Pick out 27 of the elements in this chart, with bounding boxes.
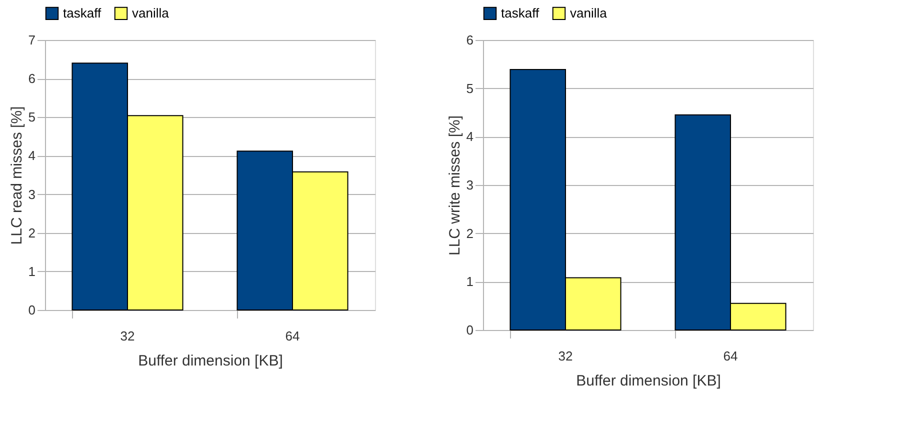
y-axis-title: LLC write misses [%] xyxy=(446,115,464,256)
y-tick-label: 5 xyxy=(28,110,36,125)
y-tick-label: 2 xyxy=(28,225,36,240)
y-tick-label: 6 xyxy=(28,71,36,86)
legend-label: taskaff xyxy=(63,5,102,20)
x-tick-label: 64 xyxy=(723,348,738,364)
y-tick-label: 6 xyxy=(466,32,474,48)
x-tick-label: 32 xyxy=(558,348,573,364)
y-tick-label: 4 xyxy=(466,129,474,144)
y-tick-label: 3 xyxy=(466,178,474,192)
y-tick-label: 1 xyxy=(28,264,36,279)
legend-label: taskaff xyxy=(501,5,540,20)
y-tick-label: 4 xyxy=(28,148,36,164)
y-tick-label: 5 xyxy=(466,80,474,96)
y-tick-label: 2 xyxy=(466,226,474,241)
y-axis-title: LLC read misses [%] xyxy=(8,106,26,245)
y-tick-label: 7 xyxy=(28,32,36,48)
y-tick-label: 0 xyxy=(466,322,474,338)
y-tick-label: 0 xyxy=(28,302,36,318)
x-axis-title: Buffer dimension [KB] xyxy=(138,352,283,370)
y-tick-label: 3 xyxy=(28,186,36,202)
x-tick-label: 64 xyxy=(285,328,300,344)
y-tick-label: 1 xyxy=(466,274,474,290)
legend-label: vanilla xyxy=(570,5,608,20)
x-axis-title: Buffer dimension [KB] xyxy=(576,372,721,390)
x-tick-label: 32 xyxy=(120,328,135,344)
legend-label: vanilla xyxy=(132,5,170,20)
